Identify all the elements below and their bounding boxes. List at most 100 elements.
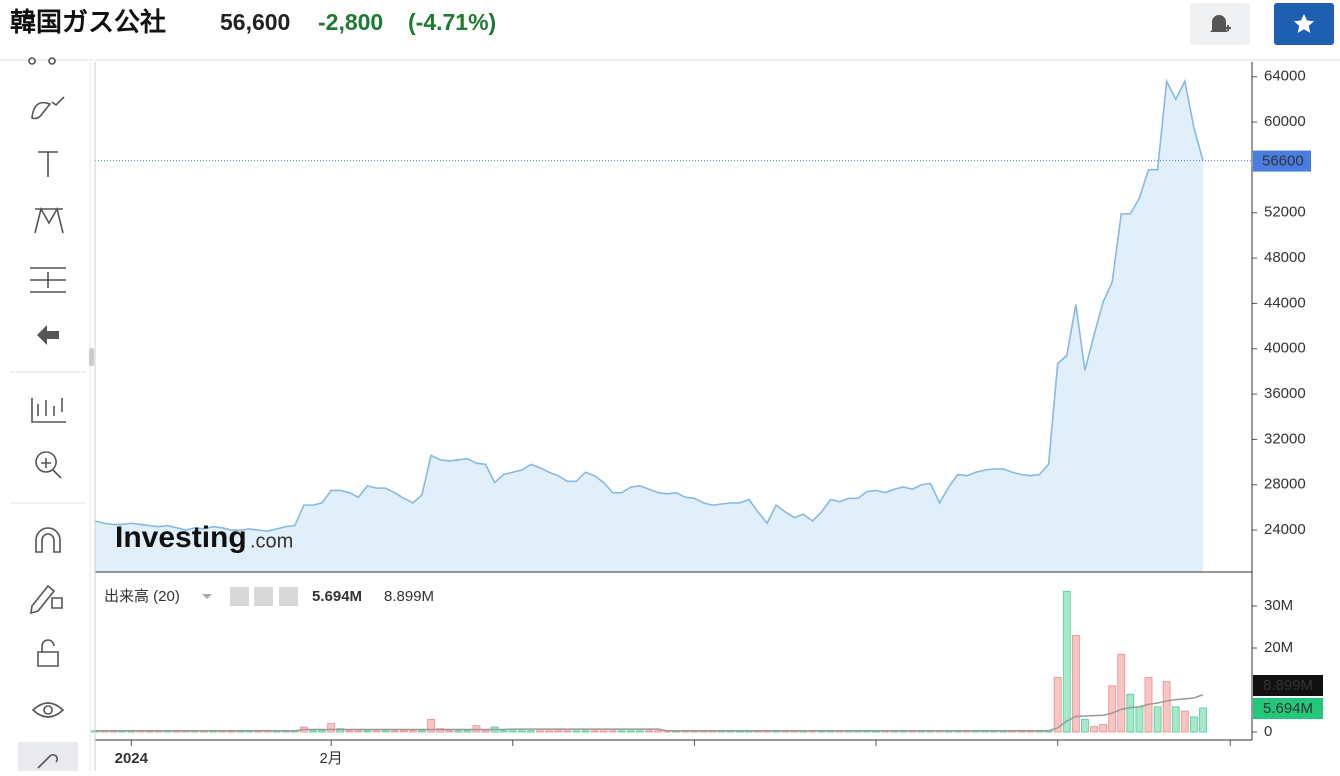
visibility-tool[interactable] — [31, 702, 65, 718]
brush-tool[interactable] — [31, 96, 65, 120]
bell-icon — [1210, 15, 1228, 34]
volume-bar — [1162, 681, 1171, 733]
back-button[interactable] — [37, 325, 59, 345]
y-tick-label: 44000 — [1264, 294, 1306, 311]
x-tick-label: 2月 — [319, 750, 342, 767]
volume-bar — [499, 730, 508, 733]
last-value-label: 5.694M — [1263, 700, 1313, 717]
legend-control[interactable] — [254, 587, 273, 606]
volume-bar — [563, 730, 572, 733]
volume-legend-title: 出来高 (20) — [104, 588, 180, 605]
volume-bar — [1099, 724, 1107, 733]
link-tool-bg[interactable] — [18, 742, 78, 771]
y-tick-label: 52000 — [1264, 204, 1306, 221]
volume-bar — [327, 723, 336, 733]
watermark: Investing .com — [115, 521, 293, 554]
volume-bar — [1153, 706, 1162, 733]
volume-bar — [517, 730, 526, 733]
change: -2,800 — [318, 9, 383, 35]
volume-bar — [645, 730, 653, 733]
volume-bar — [1053, 677, 1062, 733]
volume-bar — [636, 730, 644, 733]
volume-bar — [1108, 685, 1117, 733]
y-tick-label: 32000 — [1264, 430, 1306, 447]
watermark-suffix: .com — [250, 530, 293, 552]
price: 56,600 — [220, 9, 290, 35]
volume-bar — [1126, 693, 1135, 733]
volume-bar — [399, 730, 408, 733]
volume-bar — [554, 730, 563, 733]
text-tool[interactable] — [38, 151, 58, 177]
volume-bar — [318, 730, 326, 733]
volume-bar — [536, 730, 544, 733]
volume-bar — [581, 730, 590, 733]
volume-bar — [599, 730, 608, 733]
volume-bar — [445, 730, 454, 733]
plus-icon — [1225, 25, 1231, 31]
volume-bar — [336, 728, 345, 733]
volume-bar — [1071, 635, 1080, 733]
y-tick-label: 20M — [1264, 639, 1293, 656]
volume-bar — [418, 730, 426, 733]
fib-tool[interactable] — [30, 267, 66, 293]
volume-bar — [608, 730, 617, 733]
x-tick-label: 2024 — [115, 750, 149, 767]
y-tick-label: 64000 — [1264, 68, 1306, 85]
link-tool — [37, 753, 59, 769]
lock-draw[interactable] — [30, 584, 63, 615]
volume-bar — [481, 730, 490, 733]
y-tick-label: 48000 — [1264, 249, 1306, 266]
pattern-tool[interactable] — [34, 206, 64, 234]
change-pct: (-4.71%) — [408, 9, 496, 35]
indicator-tool[interactable] — [31, 398, 66, 423]
volume-bar — [390, 730, 399, 733]
volume-bar — [363, 730, 372, 733]
last-value-tag — [1253, 698, 1323, 719]
volume-bar — [1090, 726, 1098, 733]
y-tick-label: 40000 — [1264, 340, 1306, 357]
price-line — [94, 78, 1204, 533]
current-price-label: 56600 — [1262, 153, 1304, 170]
volume-bar — [626, 730, 635, 733]
last-value-tag — [1253, 675, 1323, 696]
current-price-tag — [1253, 150, 1311, 172]
y-tick-label: 24000 — [1264, 521, 1306, 538]
volume-bar — [354, 730, 363, 733]
volume-bar — [1081, 719, 1089, 733]
volume-bar — [508, 730, 517, 733]
watermark-text: Investing — [115, 521, 247, 554]
y-tick-label: 0 — [1264, 723, 1272, 740]
stock-title: 韓国ガス公社 — [10, 7, 166, 37]
volume-bar — [381, 730, 390, 733]
y-tick-label: 60000 — [1264, 113, 1306, 130]
volume-bar — [345, 730, 354, 733]
last-value-label: 8.899M — [1263, 677, 1313, 694]
volume-bar — [654, 730, 662, 733]
volume-bar — [590, 730, 599, 733]
y-tick-label: 30M — [1264, 597, 1293, 614]
volume-bar — [309, 730, 317, 733]
toolbar — [10, 57, 94, 771]
volume-bar — [1190, 716, 1198, 733]
toolbar-handle[interactable] — [89, 348, 94, 366]
volume-bar — [572, 730, 581, 733]
volume-ma-line — [95, 693, 1204, 732]
y-tick-label: 36000 — [1264, 385, 1306, 402]
volume-bar — [1135, 706, 1144, 733]
header-bar — [0, 0, 1340, 60]
volume-bar — [463, 730, 472, 733]
tool-icon[interactable] — [28, 57, 56, 65]
volume-bar — [1062, 590, 1071, 733]
legend-control[interactable] — [230, 587, 249, 606]
legend-control[interactable] — [279, 587, 298, 606]
magnet-tool[interactable] — [35, 527, 61, 553]
volume-bar — [1199, 707, 1207, 733]
zoom-tool[interactable] — [35, 451, 62, 479]
volume-bar — [408, 730, 417, 733]
volume-bar — [617, 730, 626, 733]
volume-bar — [1171, 706, 1180, 733]
price-area — [95, 81, 1203, 573]
unlock-tool[interactable] — [37, 639, 59, 667]
volume-bar — [427, 719, 435, 733]
